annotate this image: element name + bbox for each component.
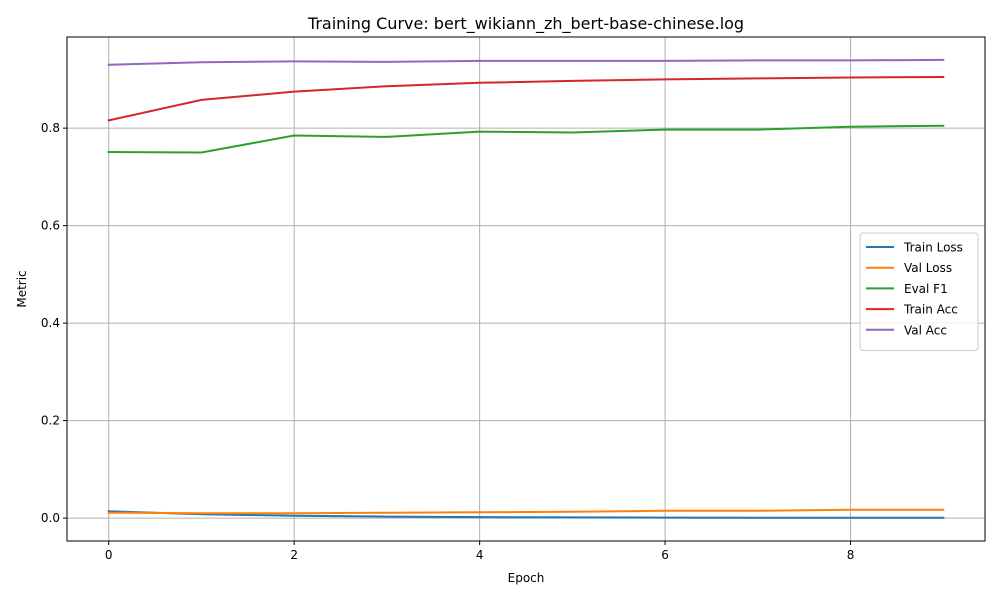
legend: Train Loss Val Loss Eval F1 Train Acc Val Ac… (859, 232, 979, 351)
x-axis-label: Epoch (508, 571, 545, 585)
x-tick-label: 4 (476, 548, 484, 562)
plot-frame (66, 36, 986, 542)
x-tick-label: 0 (105, 548, 113, 562)
x-tick-label: 8 (847, 548, 855, 562)
legend-box (859, 232, 979, 351)
series-line-train-loss (107, 510, 945, 519)
x-tick-label: 6 (661, 548, 669, 562)
legend-label-train-loss: Train Loss (903, 241, 963, 255)
y-tick-label: 0.4 (41, 316, 60, 330)
y-tick-label: 0.0 (41, 511, 60, 525)
series-line-val-acc (107, 58, 945, 66)
y-tick-label: 0.8 (41, 121, 60, 135)
legend-label-eval-f1: Eval F1 (904, 282, 948, 296)
legend-label-val-acc: Val Acc (904, 323, 947, 337)
y-axis: 0.0 0.2 0.4 0.6 0.8 (41, 121, 67, 525)
y-tick-label: 0.2 (41, 414, 60, 428)
chart-title: Training Curve: bert_wikiann_zh_bert-bas… (307, 14, 744, 34)
series-line-train-acc (107, 75, 945, 122)
series-line-val-loss (107, 508, 945, 515)
legend-label-train-acc: Train Acc (903, 303, 958, 317)
y-tick-label: 0.6 (41, 219, 60, 233)
series-layer (107, 58, 945, 519)
x-tick-label: 2 (290, 548, 298, 562)
plot-area (66, 36, 986, 542)
legend-label-val-loss: Val Loss (904, 261, 952, 275)
y-axis-label: Metric (15, 270, 29, 307)
x-axis: 0 2 4 6 8 (105, 541, 854, 562)
series-line-eval-f1 (107, 124, 945, 154)
